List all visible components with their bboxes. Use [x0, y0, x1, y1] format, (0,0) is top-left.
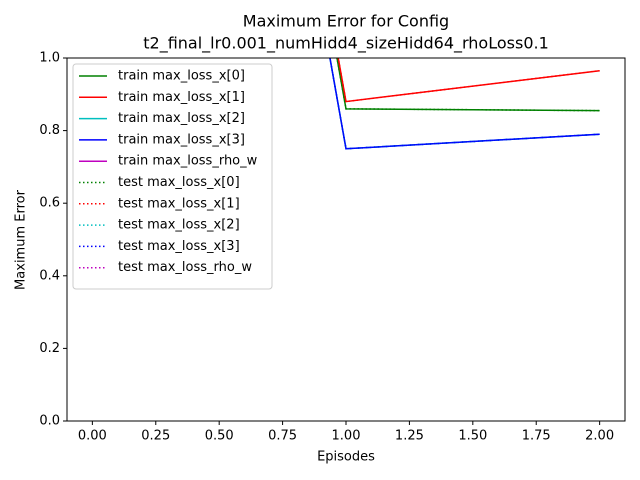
- legend-label: test max_loss_x[3]: [118, 239, 240, 254]
- y-tick-label: 0.6: [39, 196, 60, 211]
- x-axis-label: Episodes: [317, 450, 375, 465]
- x-tick-label: 1.25: [395, 429, 424, 444]
- y-tick-label: 0.2: [39, 341, 60, 356]
- x-tick-label: 0.50: [205, 429, 234, 444]
- legend-label: train max_loss_x[0]: [118, 69, 245, 84]
- y-tick-label: 0.4: [39, 268, 60, 283]
- plot-area: [329, 58, 600, 150]
- x-tick-label: 0.25: [141, 429, 170, 444]
- legend-label: train max_loss_x[1]: [118, 90, 245, 105]
- legend-label: train max_loss_rho_w: [118, 154, 258, 169]
- legend-label: test max_loss_x[2]: [118, 218, 240, 233]
- x-tick-label: 0.75: [268, 429, 297, 444]
- x-tick-label: 0.00: [78, 429, 107, 444]
- legend-box: [72, 63, 273, 290]
- x-tick-label: 1.75: [522, 429, 551, 444]
- legend-label: train max_loss_x[3]: [118, 132, 245, 147]
- y-tick-label: 1.0: [39, 51, 60, 66]
- chart-subtitle: t2_final_lr0.001_numHidd4_sizeHidd64_rho…: [143, 34, 549, 54]
- x-tick-label: 2.00: [585, 429, 614, 444]
- x-tick-label: 1.50: [458, 429, 487, 444]
- y-tick-label: 0.8: [39, 123, 60, 138]
- legend-label: test max_loss_rho_w: [118, 260, 252, 275]
- series-line: [329, 58, 600, 150]
- chart-title: Maximum Error for Config: [243, 12, 449, 31]
- legend-label: test max_loss_x[0]: [118, 175, 240, 190]
- x-tick-label: 1.00: [332, 429, 361, 444]
- legend-label: train max_loss_x[2]: [118, 111, 245, 126]
- y-tick-label: 0.0: [39, 414, 60, 429]
- series-line: [337, 58, 600, 103]
- series-line: [336, 58, 600, 112]
- legend-label: test max_loss_x[1]: [118, 196, 240, 211]
- y-axis-label: Maximum Error: [14, 189, 29, 290]
